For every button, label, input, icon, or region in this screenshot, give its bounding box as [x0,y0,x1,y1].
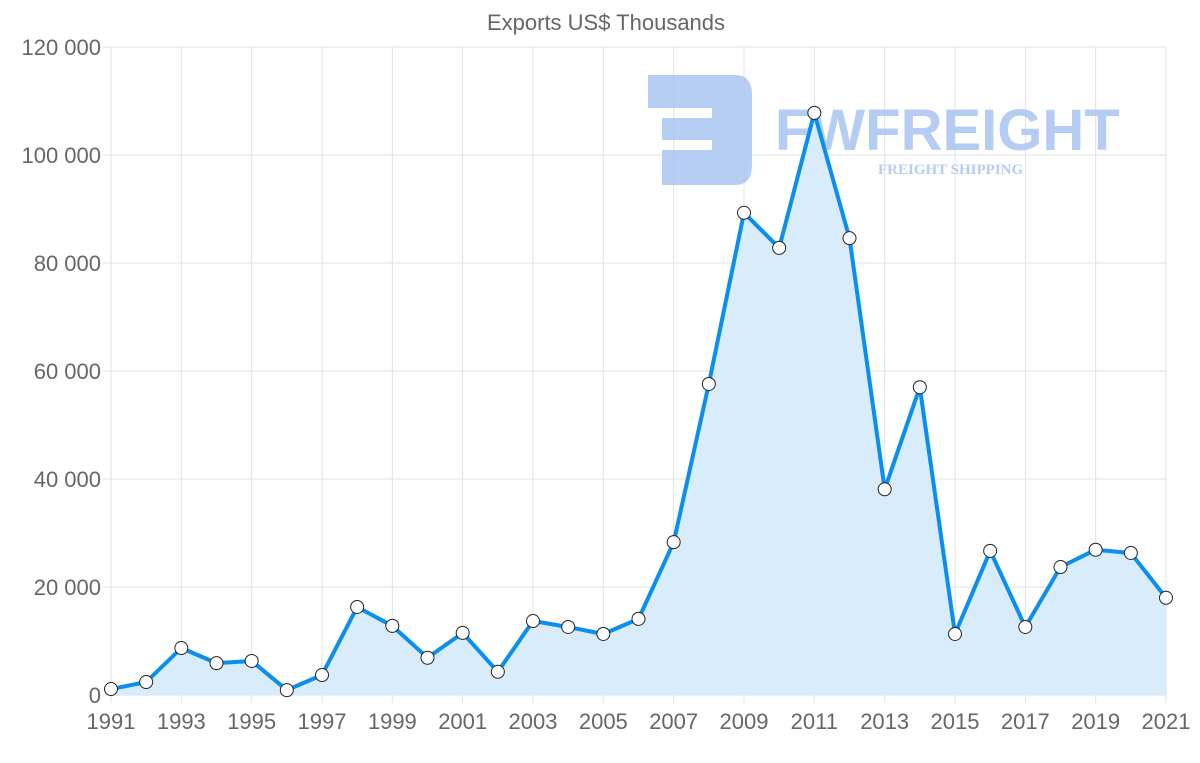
data-point [631,611,646,626]
data-point [104,682,118,697]
data-point [174,641,189,656]
data-point [983,543,998,558]
y-tick-label: 0 [89,683,101,708]
x-tick-label: 2001 [438,709,487,734]
x-tick-label: 1995 [227,709,276,734]
data-point [385,618,400,633]
y-tick-label: 40 000 [34,467,101,492]
logo-mark-icon [648,75,752,185]
data-point [1018,619,1033,634]
x-tick-label: 1993 [157,709,206,734]
data-point [701,376,716,391]
data-point [772,240,787,255]
watermark-tagline: FREIGHT SHIPPING [878,162,1023,178]
watermark-logo: FWFREIGHT FREIGHT SHIPPING [648,75,1120,185]
data-point [1088,542,1103,557]
y-axis: 0 20 000 40 000 60 000 80 000 100 000 120 000 [21,35,101,708]
data-point [737,205,751,220]
data-point [1053,560,1068,575]
x-tick-label: 2021 [1142,709,1191,734]
y-tick-label: 120 000 [21,35,101,60]
y-tick-label: 20 000 [34,575,101,600]
chart-title: Exports US$ Thousands [487,10,725,35]
x-tick-label: 2019 [1071,709,1120,734]
data-point [561,619,576,634]
data-point [842,231,857,246]
x-tick-label: 1991 [87,709,136,734]
y-tick-label: 100 000 [21,143,101,168]
data-point [244,653,259,668]
data-point [490,664,505,679]
series-exports [104,105,1173,698]
data-point [807,105,822,120]
x-tick-label: 2009 [720,709,769,734]
y-tick-label: 80 000 [34,251,101,276]
x-tick-label: 1997 [298,709,347,734]
data-point [666,535,681,550]
data-point [1159,590,1173,605]
y-tick-label: 60 000 [34,359,101,384]
data-point [139,675,154,690]
data-point [350,599,365,614]
x-tick-label: 1999 [368,709,417,734]
x-tick-label: 2011 [791,709,838,734]
data-point [1123,545,1138,560]
series-area-fill [111,112,1166,695]
x-tick-label: 2017 [1001,709,1050,734]
data-point [526,614,540,629]
watermark-brand: FWFREIGHT [775,98,1120,163]
x-axis: 1991 1993 1995 1997 1999 2001 2003 2005 2007 2009… [87,709,1191,734]
x-tick-label: 2005 [579,709,628,734]
data-point [912,380,927,395]
data-point [279,683,294,698]
data-point [596,626,611,641]
data-point [877,482,892,497]
data-point [948,626,962,641]
x-tick-label: 2013 [860,709,909,734]
data-point [315,668,329,683]
x-tick-label: 2015 [931,709,980,734]
data-point [420,650,435,665]
data-point [455,625,470,640]
x-tick-label: 2007 [649,709,698,734]
data-point [209,656,224,671]
x-tick-label: 2003 [509,709,558,734]
